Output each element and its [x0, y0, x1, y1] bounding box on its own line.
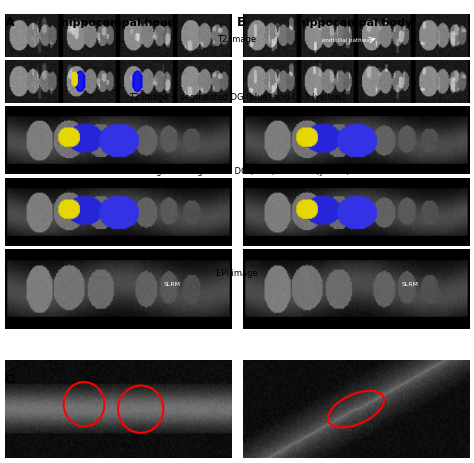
- Text: T2 image: T2 image: [218, 35, 256, 44]
- Text: SLRM: SLRM: [164, 282, 180, 287]
- Text: T2 image + segmented DG (blue) and CA3 (yellow): T2 image + segmented DG (blue) and CA3 (…: [129, 93, 345, 101]
- Text: B: B: [237, 16, 246, 29]
- Text: EPI image + coregistered DG (blue) and CA3 (yellow): EPI image + coregistered DG (blue) and C…: [125, 167, 349, 175]
- Text: endfollial pathway: endfollial pathway: [322, 38, 373, 43]
- Text: A: A: [5, 16, 14, 29]
- Text: hippocampal body: hippocampal body: [298, 18, 413, 28]
- Text: C: C: [5, 373, 14, 386]
- Text: hippocampal head: hippocampal head: [61, 18, 176, 28]
- Text: SLRM: SLRM: [401, 282, 418, 287]
- Text: EPI image: EPI image: [216, 269, 258, 277]
